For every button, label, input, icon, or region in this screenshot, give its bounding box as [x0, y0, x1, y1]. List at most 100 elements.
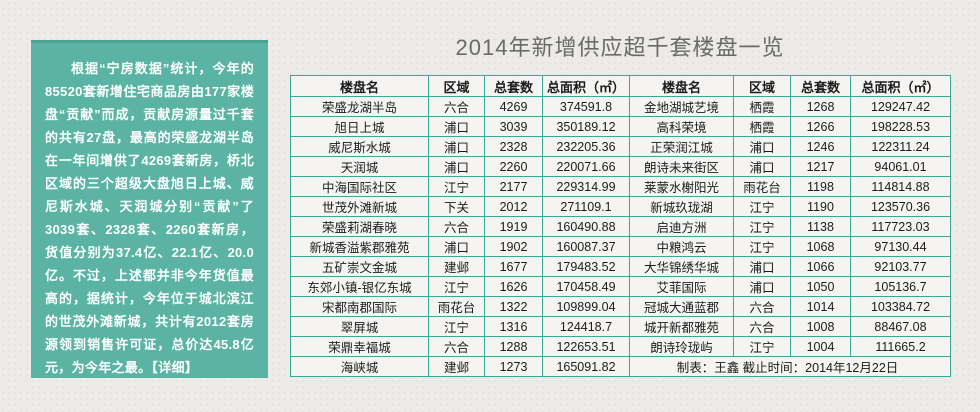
cell-area: 103384.72 [850, 296, 951, 317]
cell-name: 荣盛龙湖半岛 [290, 96, 429, 117]
cell-area: 220071.66 [542, 156, 630, 177]
cell-area: 374591.8 [542, 96, 630, 117]
table-body: 荣盛龙湖半岛 六合 4269 374591.8 金地湖城艺境 栖霞 1268 129247.4… [290, 96, 951, 377]
table-row: 翠屏城 江宁 1316 124418.7 城开新都雅苑 六合 1008 88467.08 [290, 316, 951, 337]
cell-area: 111665.2 [850, 336, 951, 357]
cell-name: 海峡城 [290, 356, 429, 377]
cell-district: 建邺 [428, 256, 485, 277]
cell-name: 高科荣境 [629, 116, 734, 137]
cell-name: 旭日上城 [290, 116, 429, 137]
cell-district: 栖霞 [733, 96, 791, 117]
cell-name: 莱蒙水榭阳光 [629, 176, 734, 197]
cell-name: 翠屏城 [290, 316, 429, 337]
cell-name: 朗诗未来街区 [629, 156, 734, 177]
cell-units: 1626 [484, 276, 543, 297]
cell-district: 浦口 [733, 136, 791, 157]
cell-district: 浦口 [428, 116, 485, 137]
table-row: 荣盛龙湖半岛 六合 4269 374591.8 金地湖城艺境 栖霞 1268 129247.4… [290, 96, 951, 117]
cell-area: 114814.88 [850, 176, 951, 197]
column-header-name: 楼盘名 [290, 75, 429, 97]
cell-area: 97130.44 [850, 236, 951, 257]
cell-name: 威尼斯水城 [290, 136, 429, 157]
cell-district: 浦口 [733, 256, 791, 277]
cell-name: 城开新都雅苑 [629, 316, 734, 337]
summary-text: 根据“宁房数据”统计，今年的85520套新增住宅商品房由177家楼盘“贡献”而成… [45, 61, 254, 375]
cell-district: 雨花台 [428, 296, 485, 317]
cell-units: 1288 [484, 336, 543, 357]
cell-name: 金地湖城艺境 [629, 96, 734, 117]
detail-link[interactable]: 【详细】 [151, 360, 199, 375]
cell-name: 启迪方洲 [629, 216, 734, 237]
table-row: 世茂外滩新城 下关 2012 271109.1 新城玖珑湖 江宁 1190 123570.36 [290, 196, 951, 217]
cell-area: 271109.1 [542, 196, 630, 217]
cell-units: 1014 [790, 296, 851, 317]
cell-area: 88467.08 [850, 316, 951, 337]
cell-district: 江宁 [428, 316, 485, 337]
cell-district: 栖霞 [733, 116, 791, 137]
table-row: 荣盛莉湖春晓 六合 1919 160490.88 启迪方洲 江宁 1138 117723.03 [290, 216, 951, 237]
cell-area: 179483.52 [542, 256, 630, 277]
cell-district: 江宁 [733, 336, 791, 357]
cell-name: 宋都南郡国际 [290, 296, 429, 317]
cell-units: 1316 [484, 316, 543, 337]
cell-name: 东郊小镇-银亿东城 [290, 276, 429, 297]
cell-units: 2012 [484, 196, 543, 217]
cell-area: 160490.88 [542, 216, 630, 237]
cell-units: 1677 [484, 256, 543, 277]
cell-name: 荣盛莉湖春晓 [290, 216, 429, 237]
cell-name: 荣鼎幸福城 [290, 336, 429, 357]
cell-area: 129247.42 [850, 96, 951, 117]
table-row: 东郊小镇-银亿东城 江宁 1626 170458.49 艾菲国际 浦口 1050 105136… [290, 276, 951, 297]
cell-units: 1198 [790, 176, 851, 197]
table-row: 五矿崇文金城 建邺 1677 179483.52 大华锦绣华城 浦口 1066 92103.7… [290, 256, 951, 277]
cell-district: 江宁 [428, 176, 485, 197]
cell-name: 中海国际社区 [290, 176, 429, 197]
cell-district: 浦口 [428, 236, 485, 257]
cell-area: 198228.53 [850, 116, 951, 137]
column-header-units: 总套数 [484, 75, 543, 97]
table-row: 威尼斯水城 浦口 2328 232205.36 正荣润江城 浦口 1246 122311.24 [290, 136, 951, 157]
cell-area: 229314.99 [542, 176, 630, 197]
cell-district: 下关 [428, 196, 485, 217]
cell-units: 1902 [484, 236, 543, 257]
cell-district: 雨花台 [733, 176, 791, 197]
table-row: 天润城 浦口 2260 220071.66 朗诗未来街区 浦口 1217 94061.01 [290, 156, 951, 177]
cell-area: 122311.24 [850, 136, 951, 157]
cell-name: 五矿崇文金城 [290, 256, 429, 277]
cell-district: 六合 [733, 316, 791, 337]
cell-units: 2328 [484, 136, 543, 157]
cell-units: 4269 [484, 96, 543, 117]
cell-units: 1050 [790, 276, 851, 297]
cell-units: 1217 [790, 156, 851, 177]
column-header-district: 区域 [733, 75, 791, 97]
cell-units: 1190 [790, 196, 851, 217]
cell-units: 1919 [484, 216, 543, 237]
cell-area: 124418.7 [542, 316, 630, 337]
cell-district: 江宁 [428, 276, 485, 297]
cell-name: 新城香溢紫郡雅苑 [290, 236, 429, 257]
column-header-area: 总面积（㎡） [542, 75, 630, 97]
cell-units: 1266 [790, 116, 851, 137]
cell-area: 105136.7 [850, 276, 951, 297]
cell-name: 中粮鸿云 [629, 236, 734, 257]
cell-area: 123570.36 [850, 196, 951, 217]
cell-area: 122653.51 [542, 336, 630, 357]
table-row: 宋都南郡国际 雨花台 1322 109899.04 冠城大通蓝郡 六合 1014 103384… [290, 296, 951, 317]
column-header-units: 总套数 [790, 75, 851, 97]
cell-area: 117723.03 [850, 216, 951, 237]
cell-name: 艾菲国际 [629, 276, 734, 297]
cell-units: 1066 [790, 256, 851, 277]
cell-units: 1068 [790, 236, 851, 257]
cell-name: 大华锦绣华城 [629, 256, 734, 277]
cell-area: 160087.37 [542, 236, 630, 257]
cell-units: 1138 [790, 216, 851, 237]
cell-district: 江宁 [733, 216, 791, 237]
cell-units: 1004 [790, 336, 851, 357]
cell-district: 浦口 [428, 136, 485, 157]
cell-district: 六合 [733, 296, 791, 317]
cell-units: 1322 [484, 296, 543, 317]
page-title: 2014年新增供应超千套楼盘一览 [455, 35, 785, 60]
table-row: 荣鼎幸福城 六合 1288 122653.51 朗诗玲珑屿 江宁 1004 111665.2 [290, 336, 951, 357]
cell-district: 浦口 [733, 276, 791, 297]
cell-units: 1273 [484, 356, 543, 377]
